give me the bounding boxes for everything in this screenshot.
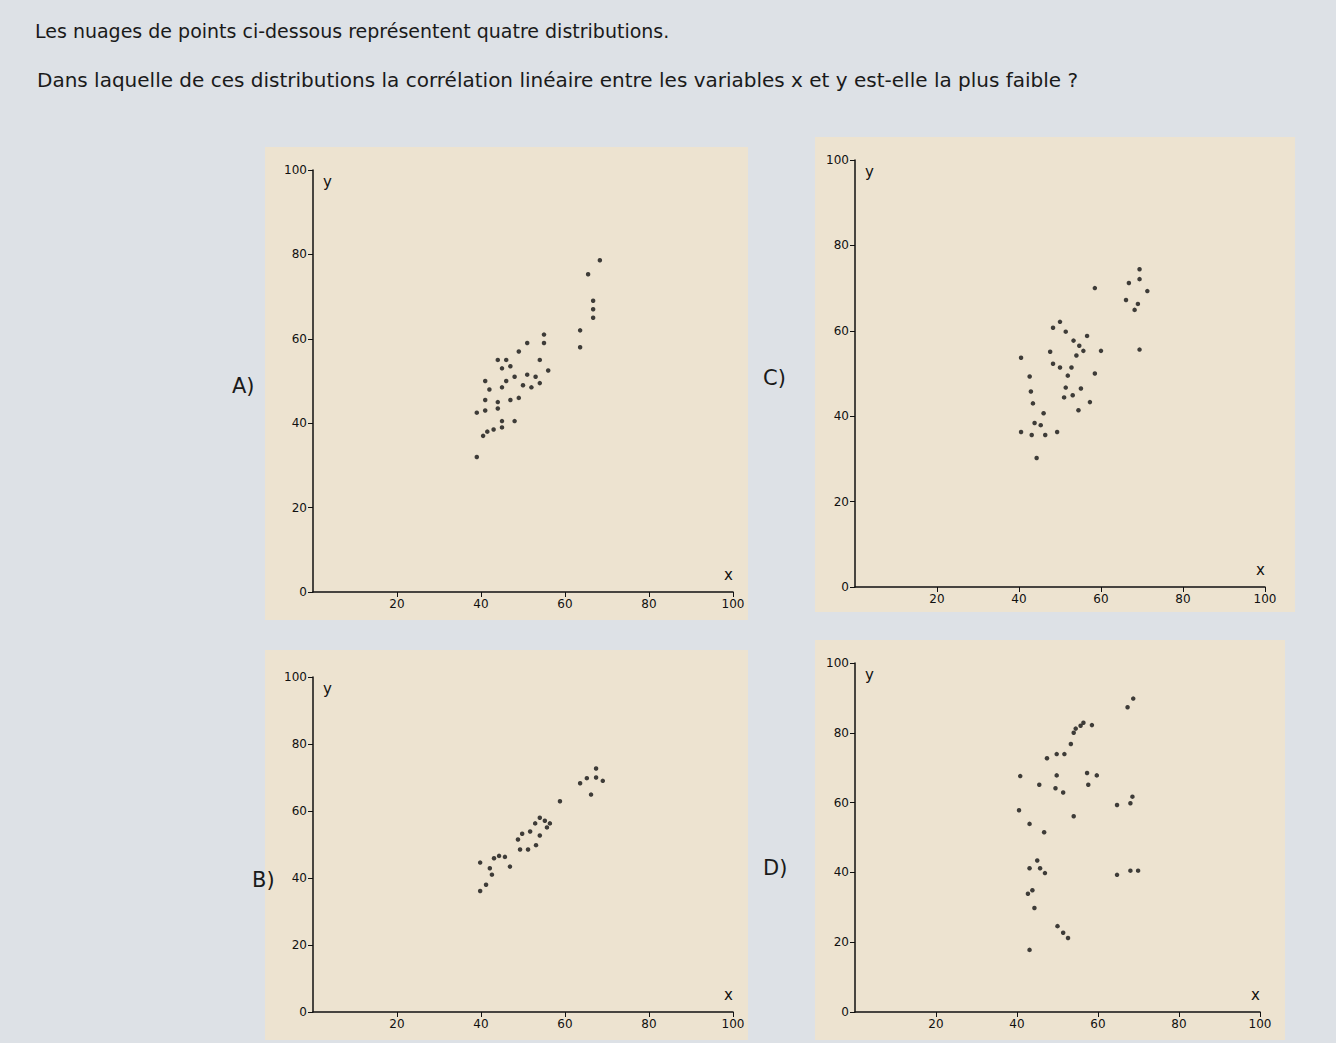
svg-text:20: 20 — [389, 1017, 404, 1031]
svg-text:80: 80 — [1171, 1017, 1186, 1031]
svg-text:60: 60 — [1093, 592, 1108, 606]
svg-text:x: x — [724, 986, 733, 1004]
svg-text:y: y — [323, 680, 332, 698]
svg-text:x: x — [724, 566, 733, 584]
svg-text:100: 100 — [284, 163, 307, 177]
svg-text:100: 100 — [722, 597, 745, 611]
svg-text:60: 60 — [557, 1017, 572, 1031]
svg-text:80: 80 — [1175, 592, 1190, 606]
svg-text:0: 0 — [299, 585, 307, 599]
svg-text:60: 60 — [292, 332, 307, 346]
svg-text:60: 60 — [834, 324, 849, 338]
svg-text:0: 0 — [841, 1005, 849, 1019]
svg-text:x: x — [1256, 561, 1265, 579]
svg-text:100: 100 — [284, 670, 307, 684]
svg-text:80: 80 — [292, 247, 307, 261]
svg-text:80: 80 — [641, 597, 656, 611]
svg-text:80: 80 — [834, 238, 849, 252]
svg-text:y: y — [323, 173, 332, 191]
html-text:A): A) — [232, 374, 255, 398]
svg-text:20: 20 — [292, 938, 307, 952]
svg-text:60: 60 — [1090, 1017, 1105, 1031]
svg-text:40: 40 — [834, 409, 849, 423]
svg-text:40: 40 — [292, 416, 307, 430]
svg-text:100: 100 — [722, 1017, 745, 1031]
html-text:C): C) — [763, 366, 786, 390]
html-text:Les nuages de points ci-dessou: Les nuages de points ci-dessous représen… — [35, 20, 670, 42]
svg-text:60: 60 — [557, 597, 572, 611]
svg-text:100: 100 — [826, 153, 849, 167]
svg-text:40: 40 — [834, 865, 849, 879]
svg-text:y: y — [865, 163, 874, 181]
svg-text:40: 40 — [1009, 1017, 1024, 1031]
svg-text:20: 20 — [389, 597, 404, 611]
svg-text:40: 40 — [292, 871, 307, 885]
html-text:Dans laquelle de ces distribut: Dans laquelle de ces distributions la co… — [37, 68, 1079, 92]
html-text:D): D) — [763, 856, 788, 880]
svg-text:40: 40 — [473, 1017, 488, 1031]
html-text:B): B) — [252, 868, 275, 892]
svg-text:x: x — [1251, 986, 1260, 1004]
svg-text:80: 80 — [292, 737, 307, 751]
svg-text:40: 40 — [473, 597, 488, 611]
svg-text:y: y — [865, 666, 874, 684]
svg-text:0: 0 — [299, 1005, 307, 1019]
svg-text:0: 0 — [841, 580, 849, 594]
svg-text:20: 20 — [929, 592, 944, 606]
svg-text:20: 20 — [292, 501, 307, 515]
svg-text:20: 20 — [834, 935, 849, 949]
svg-text:100: 100 — [826, 656, 849, 670]
svg-text:100: 100 — [1249, 1017, 1272, 1031]
svg-text:80: 80 — [834, 726, 849, 740]
svg-text:40: 40 — [1011, 592, 1026, 606]
svg-text:20: 20 — [928, 1017, 943, 1031]
svg-text:80: 80 — [641, 1017, 656, 1031]
svg-text:60: 60 — [834, 796, 849, 810]
svg-text:60: 60 — [292, 804, 307, 818]
svg-text:100: 100 — [1254, 592, 1277, 606]
svg-text:20: 20 — [834, 495, 849, 509]
